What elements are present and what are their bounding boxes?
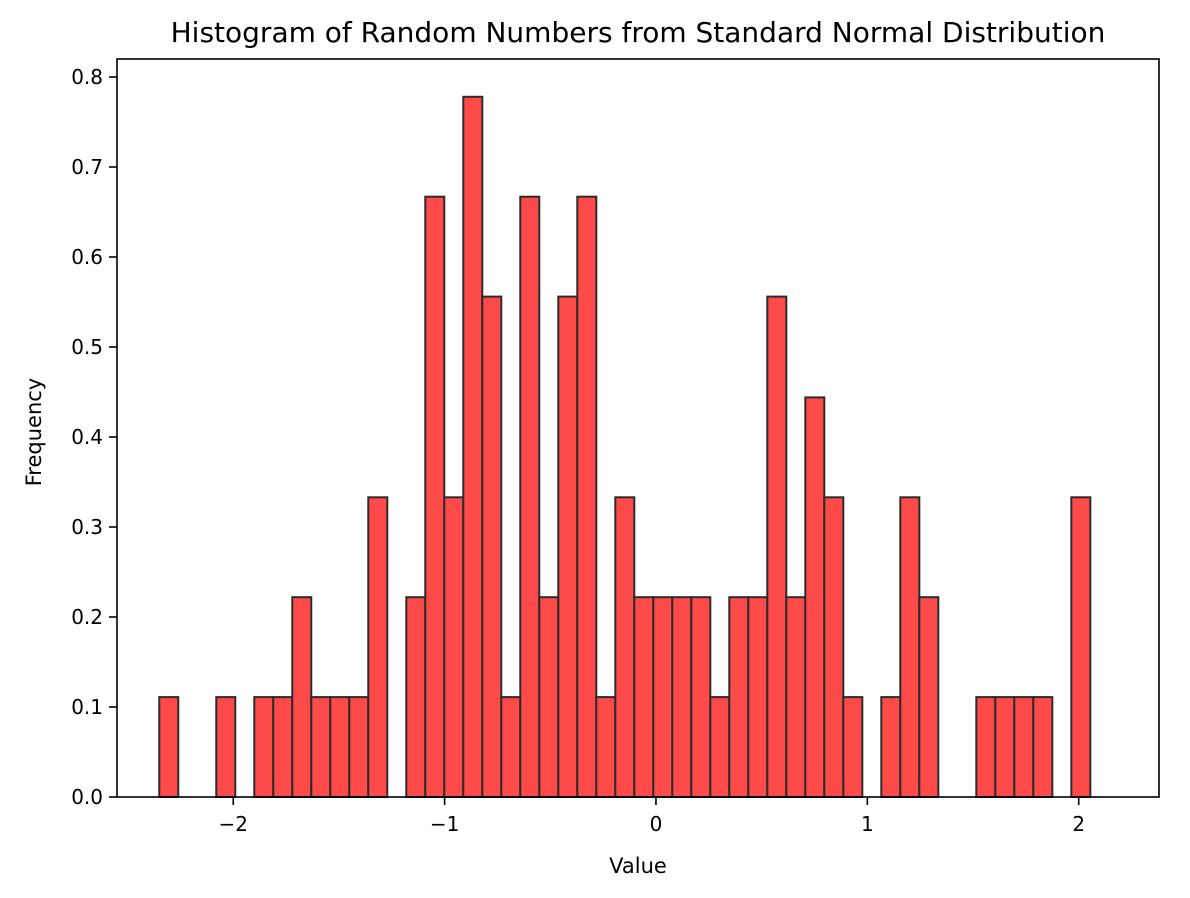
plot-frame bbox=[116, 58, 1160, 798]
histogram-bar bbox=[158, 696, 180, 798]
histogram-bar bbox=[367, 496, 389, 798]
histogram-bar bbox=[709, 696, 731, 798]
x-axis-label: Value bbox=[609, 854, 667, 878]
histogram-bar bbox=[728, 596, 750, 799]
y-tick-label: 0.5 bbox=[71, 335, 103, 359]
y-tick-label: 0.1 bbox=[71, 695, 103, 719]
histogram-bar bbox=[1070, 496, 1092, 798]
histogram-bar bbox=[614, 496, 636, 798]
histogram-bar bbox=[1032, 696, 1054, 798]
histogram-bar bbox=[766, 295, 788, 798]
histogram-bar bbox=[291, 596, 313, 799]
ticks-group: −2 −1 0 1 2 0.0 0.1 0.2 0.3 0.4 0.5 0.6 0.7 0.8 bbox=[71, 65, 1085, 836]
histogram-bar bbox=[538, 596, 560, 799]
histogram-bar bbox=[671, 596, 693, 799]
x-tick-label: 1 bbox=[861, 812, 874, 836]
histogram-bar bbox=[272, 696, 294, 798]
y-axis-label: Frequency bbox=[22, 378, 46, 487]
histogram-bar bbox=[405, 596, 427, 799]
y-tick-label: 0.2 bbox=[71, 605, 103, 629]
histogram-bar bbox=[500, 696, 522, 798]
histogram-bar bbox=[481, 295, 503, 798]
chart-title: Histogram of Random Numbers from Standar… bbox=[171, 16, 1106, 49]
histogram-bar bbox=[595, 696, 617, 798]
x-tick-label: 2 bbox=[1072, 812, 1085, 836]
histogram-bar bbox=[576, 195, 598, 798]
histogram-bar bbox=[994, 696, 1016, 798]
x-tick-label: −1 bbox=[430, 812, 459, 836]
histogram-bar bbox=[557, 295, 579, 798]
histogram-bar bbox=[880, 696, 902, 798]
histogram-bar bbox=[329, 696, 351, 798]
histogram-bar bbox=[918, 596, 940, 799]
histogram-bar bbox=[747, 596, 769, 799]
y-tick-label: 0.7 bbox=[71, 155, 103, 179]
histogram-bar bbox=[519, 195, 541, 798]
y-tick-label: 0.4 bbox=[71, 425, 103, 449]
y-tick-label: 0.6 bbox=[71, 245, 103, 269]
histogram-bar bbox=[842, 696, 864, 798]
y-tick-label: 0.0 bbox=[71, 785, 103, 809]
x-tick-label: 0 bbox=[650, 812, 663, 836]
bars-group bbox=[158, 95, 1092, 799]
histogram-bar bbox=[823, 496, 845, 798]
histogram-bar bbox=[310, 696, 332, 798]
histogram-bar bbox=[785, 596, 807, 799]
histogram-bar bbox=[215, 696, 237, 798]
histogram-bar bbox=[348, 696, 370, 798]
histogram-bar bbox=[633, 596, 655, 799]
y-tick-label: 0.3 bbox=[71, 515, 103, 539]
y-tick-label: 0.8 bbox=[71, 65, 103, 89]
histogram-bar bbox=[975, 696, 997, 798]
histogram-bar bbox=[424, 195, 446, 798]
histogram-bar bbox=[1013, 696, 1035, 798]
histogram-bar bbox=[253, 696, 275, 798]
histogram-bar bbox=[462, 95, 484, 799]
histogram-bar bbox=[804, 396, 826, 798]
histogram-bar bbox=[690, 596, 712, 799]
histogram-bar bbox=[899, 496, 921, 798]
histogram-bar bbox=[443, 496, 465, 798]
histogram-bar bbox=[652, 596, 674, 799]
x-tick-label: −2 bbox=[219, 812, 248, 836]
